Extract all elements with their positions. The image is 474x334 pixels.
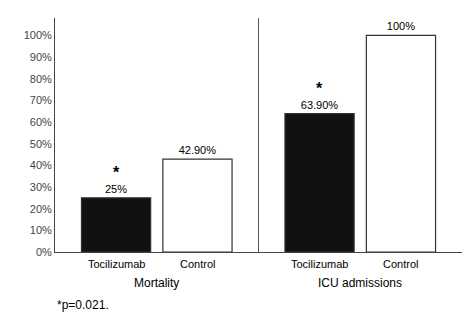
svg-text:80%: 80% (30, 73, 52, 85)
svg-text:100%: 100% (387, 20, 415, 32)
svg-text:20%: 20% (30, 203, 52, 215)
svg-text:70%: 70% (30, 94, 52, 106)
svg-text:40%: 40% (30, 159, 52, 171)
svg-text:50%: 50% (30, 138, 52, 150)
svg-text:Control: Control (383, 258, 418, 270)
svg-text:ICU admissions: ICU admissions (318, 276, 402, 290)
svg-text:10%: 10% (30, 224, 52, 236)
svg-text:60%: 60% (30, 116, 52, 128)
svg-text:0%: 0% (36, 246, 52, 258)
svg-text:100%: 100% (24, 29, 52, 41)
svg-text:Tocilizumab: Tocilizumab (291, 258, 348, 270)
svg-text:*: * (113, 164, 120, 181)
svg-text:Mortality: Mortality (134, 276, 179, 290)
svg-text:42.90%: 42.90% (179, 144, 217, 156)
svg-text:*: * (316, 80, 323, 97)
svg-text:Control: Control (180, 258, 215, 270)
svg-text:Tocilizumab: Tocilizumab (88, 258, 145, 270)
svg-text:*p=0.021.: *p=0.021. (57, 298, 109, 312)
svg-text:90%: 90% (30, 51, 52, 63)
svg-text:25%: 25% (105, 183, 127, 195)
svg-text:30%: 30% (30, 181, 52, 193)
svg-text:63.90%: 63.90% (301, 99, 339, 111)
